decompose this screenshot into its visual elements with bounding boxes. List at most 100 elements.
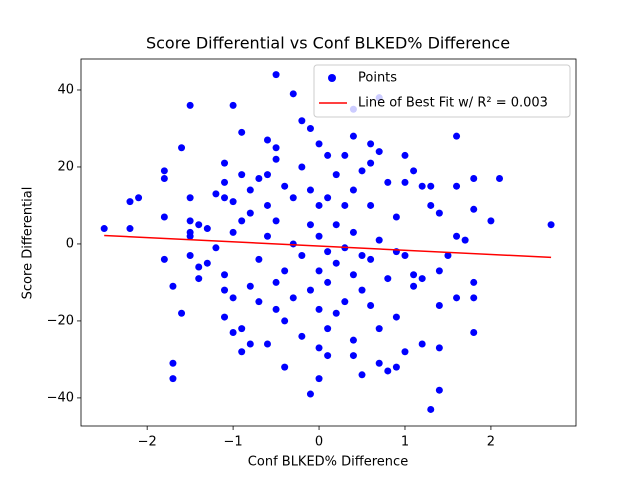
point: [453, 294, 461, 302]
point: [281, 317, 289, 325]
point: [332, 221, 340, 229]
point: [186, 194, 194, 202]
point: [160, 167, 168, 175]
point: [135, 194, 143, 202]
point: [392, 363, 400, 371]
point: [496, 175, 504, 183]
point: [341, 298, 349, 306]
point: [315, 305, 323, 313]
point: [255, 298, 263, 306]
chart-title: Score Differential vs Conf BLKED% Differ…: [146, 34, 510, 53]
point: [435, 267, 443, 275]
legend-label: Points: [358, 71, 397, 86]
point: [263, 201, 271, 209]
point: [306, 286, 314, 294]
point: [126, 225, 134, 233]
y-tick-label: −40: [47, 390, 74, 405]
point: [315, 232, 323, 240]
point: [324, 325, 332, 333]
point: [169, 359, 177, 367]
point: [212, 190, 220, 198]
point: [246, 340, 254, 348]
point: [315, 201, 323, 209]
point: [470, 278, 478, 286]
point: [470, 294, 478, 302]
point: [375, 359, 383, 367]
point: [255, 255, 263, 263]
point: [126, 198, 134, 206]
legend-box: [313, 64, 571, 118]
point: [410, 167, 418, 175]
y-tick-label: 0: [66, 236, 74, 251]
point: [427, 201, 435, 209]
point: [349, 336, 357, 344]
point: [272, 71, 280, 79]
point: [367, 255, 375, 263]
point: [401, 348, 409, 356]
point: [212, 244, 220, 252]
legend-label: Line of Best Fit w/ R² = 0.003: [358, 96, 548, 111]
point: [221, 313, 229, 321]
point: [306, 221, 314, 229]
point: [418, 182, 426, 190]
point: [255, 175, 263, 183]
legend-marker: [328, 74, 336, 82]
point: [306, 186, 314, 194]
point: [238, 348, 246, 356]
point: [470, 175, 478, 183]
point: [160, 213, 168, 221]
point: [195, 263, 203, 271]
point: [435, 344, 443, 352]
x-tick-label: 0: [315, 435, 323, 450]
point: [418, 340, 426, 348]
y-tick-label: −20: [47, 313, 74, 328]
point: [238, 128, 246, 136]
point: [401, 178, 409, 186]
point: [229, 198, 237, 206]
point: [246, 186, 254, 194]
point: [160, 255, 168, 263]
point: [418, 275, 426, 283]
point: [367, 201, 375, 209]
y-axis-label: Score Differential: [21, 187, 36, 300]
point: [453, 132, 461, 140]
point: [281, 182, 289, 190]
point: [272, 305, 280, 313]
axes-frame: [80, 58, 577, 427]
point: [229, 228, 237, 236]
point: [435, 386, 443, 394]
point: [332, 259, 340, 267]
point: [341, 151, 349, 159]
point: [315, 267, 323, 275]
point: [341, 201, 349, 209]
point: [100, 225, 108, 233]
point: [358, 371, 366, 379]
point: [410, 271, 418, 279]
point: [272, 155, 280, 163]
point: [358, 286, 366, 294]
point: [349, 228, 357, 236]
point: [221, 178, 229, 186]
point: [547, 221, 555, 229]
point: [178, 309, 186, 317]
x-tick-label: 1: [401, 435, 409, 450]
point: [186, 232, 194, 240]
point: [375, 325, 383, 333]
point: [186, 217, 194, 225]
point: [427, 405, 435, 413]
point: [221, 194, 229, 202]
point: [315, 344, 323, 352]
point: [324, 352, 332, 360]
point: [195, 275, 203, 283]
point: [221, 286, 229, 294]
point: [384, 178, 392, 186]
x-tick-label: −2: [138, 435, 157, 450]
point: [324, 248, 332, 256]
point: [229, 101, 237, 109]
x-tick-label: −1: [224, 435, 243, 450]
point: [358, 167, 366, 175]
point: [375, 148, 383, 156]
point: [367, 159, 375, 167]
point: [281, 363, 289, 371]
